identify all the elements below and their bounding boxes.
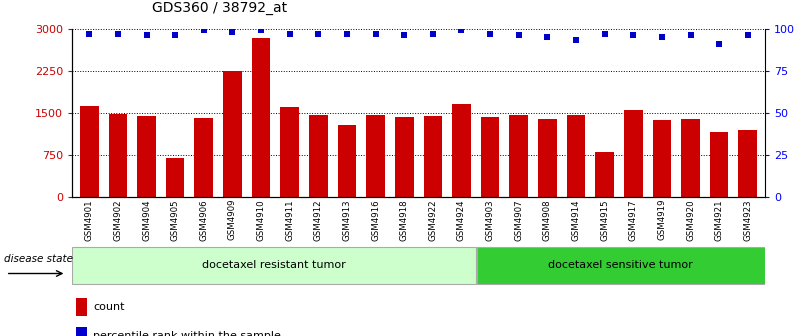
Point	[484, 31, 497, 36]
Point	[627, 33, 640, 38]
Point	[369, 31, 382, 36]
Text: GSM4906: GSM4906	[199, 199, 208, 241]
Bar	[624, 110, 642, 197]
Text: GSM4920: GSM4920	[686, 199, 695, 241]
Text: percentile rank within the sample: percentile rank within the sample	[93, 331, 281, 336]
Bar	[366, 115, 385, 197]
Text: docetaxel sensitive tumor: docetaxel sensitive tumor	[548, 260, 693, 270]
Point	[398, 33, 411, 38]
Bar	[80, 106, 99, 197]
Point	[312, 31, 324, 36]
Bar	[653, 120, 671, 197]
Point	[169, 33, 182, 38]
Point	[340, 31, 353, 36]
Point	[713, 41, 726, 46]
Text: GSM4912: GSM4912	[314, 199, 323, 241]
Text: count: count	[93, 302, 124, 312]
Text: GSM4917: GSM4917	[629, 199, 638, 241]
Text: GSM4916: GSM4916	[371, 199, 380, 241]
Bar	[538, 119, 557, 197]
Bar	[481, 117, 499, 197]
Point	[570, 38, 582, 43]
Bar	[309, 115, 328, 197]
Text: GSM4924: GSM4924	[457, 199, 466, 241]
Bar	[252, 38, 271, 197]
Text: GDS360 / 38792_at: GDS360 / 38792_at	[152, 1, 288, 15]
Text: GSM4914: GSM4914	[571, 199, 581, 241]
Text: GSM4907: GSM4907	[514, 199, 523, 241]
Point	[140, 33, 153, 38]
Bar	[109, 114, 127, 197]
Bar	[681, 119, 700, 197]
Point	[226, 29, 239, 35]
Text: GSM4918: GSM4918	[400, 199, 409, 241]
Bar	[710, 132, 728, 197]
Text: GSM4923: GSM4923	[743, 199, 752, 241]
Text: GSM4919: GSM4919	[658, 199, 666, 241]
Point	[284, 31, 296, 36]
Point	[541, 34, 553, 40]
Point	[598, 31, 611, 36]
Text: GSM4901: GSM4901	[85, 199, 94, 241]
Point	[455, 28, 468, 33]
Bar	[338, 125, 356, 197]
Bar	[166, 159, 184, 197]
Bar	[223, 71, 242, 197]
Bar	[395, 117, 413, 197]
Point	[655, 34, 668, 40]
Text: GSM4908: GSM4908	[543, 199, 552, 241]
Text: GSM4903: GSM4903	[485, 199, 494, 241]
Text: GSM4921: GSM4921	[714, 199, 723, 241]
Text: docetaxel resistant tumor: docetaxel resistant tumor	[203, 260, 346, 270]
Point	[197, 28, 210, 33]
Bar	[566, 115, 586, 197]
Text: GSM4910: GSM4910	[256, 199, 266, 241]
Point	[255, 28, 268, 33]
Point	[111, 31, 124, 36]
Text: GSM4911: GSM4911	[285, 199, 294, 241]
Text: GSM4905: GSM4905	[171, 199, 179, 241]
Bar	[452, 104, 471, 197]
Point	[513, 33, 525, 38]
Text: GSM4902: GSM4902	[114, 199, 123, 241]
Bar	[76, 298, 87, 316]
Point	[742, 33, 755, 38]
Text: GSM4913: GSM4913	[343, 199, 352, 241]
Bar	[195, 118, 213, 197]
Bar	[280, 107, 299, 197]
FancyBboxPatch shape	[477, 247, 765, 284]
Text: disease state: disease state	[4, 254, 73, 264]
Text: GSM4904: GSM4904	[142, 199, 151, 241]
Bar	[137, 117, 156, 197]
Bar	[739, 130, 757, 197]
Bar	[424, 117, 442, 197]
Text: GSM4915: GSM4915	[600, 199, 609, 241]
Text: GSM4909: GSM4909	[228, 199, 237, 241]
Point	[426, 31, 439, 36]
FancyBboxPatch shape	[72, 247, 476, 284]
Point	[684, 33, 697, 38]
Bar	[76, 327, 87, 336]
Bar	[595, 152, 614, 197]
Point	[83, 31, 95, 36]
Bar	[509, 115, 528, 197]
Text: GSM4922: GSM4922	[429, 199, 437, 241]
